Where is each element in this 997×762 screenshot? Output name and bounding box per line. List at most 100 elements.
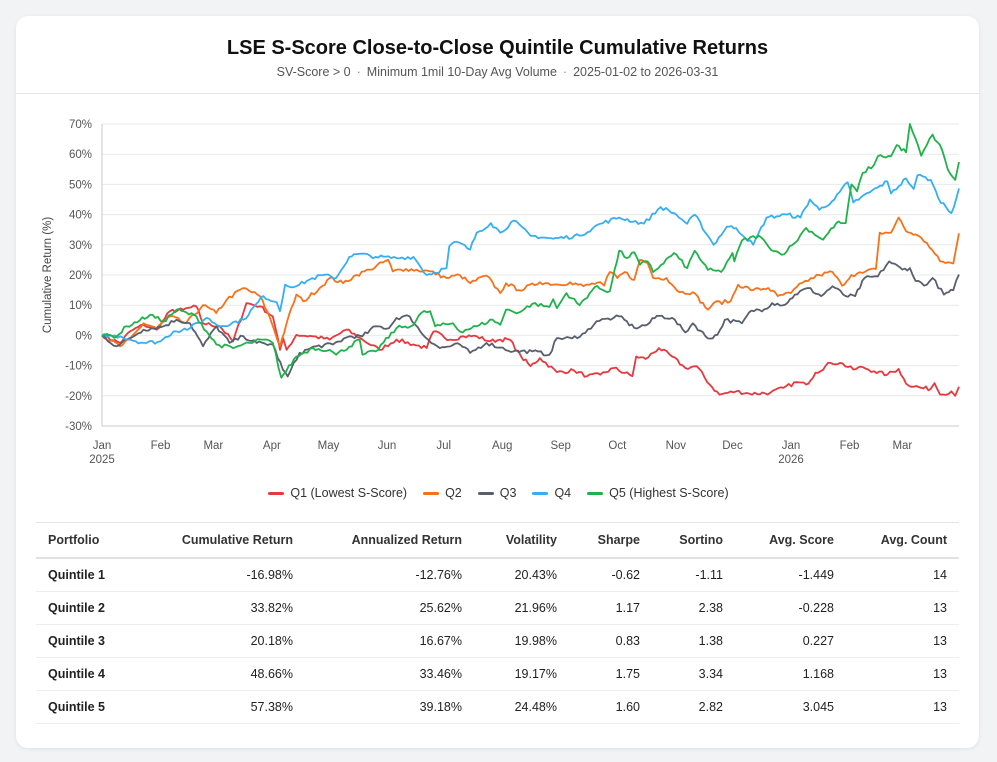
legend-item-q2[interactable]: Q2 (423, 486, 462, 500)
legend-label: Q2 (445, 486, 462, 500)
table-header-row: Portfolio Cumulative Return Annualized Ret… (36, 522, 959, 559)
series-line-q4 (101, 173, 960, 345)
legend-item-q4[interactable]: Q4 (532, 486, 571, 500)
legend-swatch (268, 491, 285, 495)
table-row: Quintile 1 -16.98% -12.76% 20.43% -0.62 -1.11… (36, 558, 959, 592)
table-cell: 1.17 (569, 591, 652, 625)
y-tick-label: 40% (69, 210, 92, 222)
column-header: Avg. Score (735, 522, 846, 559)
chart-title: LSE S-Score Close-to-Close Quintile Cumu… (226, 37, 769, 59)
x-tick-year-label: 2025 (89, 454, 115, 466)
x-tick-label: Mar (892, 440, 912, 452)
table-cell: 1.168 (735, 657, 846, 691)
portfolio-name: Quintile 2 (36, 591, 156, 625)
table-cell: 19.17% (474, 657, 569, 691)
table-row: Quintile 3 20.18% 16.67% 19.98% 0.83 1.38 0.22… (36, 624, 959, 658)
y-tick-label: -20% (65, 391, 92, 403)
column-header: Annualized Return (305, 522, 474, 559)
table-cell: 48.66% (156, 657, 305, 691)
x-tick-label: Dec (722, 440, 743, 452)
x-tick-year-label: 2026 (778, 454, 804, 466)
table-cell: 0.83 (569, 624, 652, 658)
legend-label: Q3 (499, 486, 517, 500)
series-line-q3 (101, 260, 960, 378)
table-cell: 16.67% (305, 624, 474, 658)
y-tick-label: 30% (69, 240, 92, 252)
table-cell: 20.43% (474, 558, 569, 592)
portfolio-name: Quintile 3 (36, 624, 156, 658)
column-header: Sharpe (569, 522, 652, 559)
y-tick-label: -10% (65, 361, 92, 373)
table-cell: 33.82% (156, 591, 305, 625)
table-cell: 20.18% (156, 624, 305, 658)
x-tick-label: Apr (263, 440, 281, 452)
column-header: Volatility (474, 522, 569, 559)
subtitle-separator: · (562, 65, 568, 79)
legend-label: Q5 (Highest S-Score) (609, 486, 729, 500)
portfolio-name: Quintile 5 (36, 690, 156, 724)
table-cell: 2.82 (652, 690, 735, 724)
legend-swatch (477, 491, 494, 495)
legend-swatch (587, 491, 604, 495)
series-line-q5 (101, 123, 960, 379)
table-cell: 33.46% (305, 657, 474, 691)
y-tick-label: 20% (69, 270, 92, 282)
subtitle-filter: SV-Score > 0 (276, 65, 351, 79)
legend-item-q3[interactable]: Q3 (477, 486, 517, 500)
subtitle-volume: Minimum 1mil 10-Day Avg Volume (366, 65, 557, 79)
y-tick-label: 10% (69, 300, 92, 312)
legend-swatch (532, 491, 549, 495)
table-cell: 3.045 (735, 690, 846, 724)
table-cell: 25.62% (305, 591, 474, 625)
legend-label: Q4 (554, 486, 572, 500)
x-tick-label: Jan (93, 440, 112, 452)
table-row: Quintile 2 33.82% 25.62% 21.96% 1.17 2.38 -0.2… (36, 591, 959, 625)
line-chart: 70% 60% 50% 40% 30% 20% 10% 0% -10% -20% -30% Cumul… (42, 119, 960, 466)
table-cell: 1.60 (569, 690, 652, 724)
table-cell: -16.98% (156, 558, 305, 592)
x-tick-label: Jun (378, 440, 397, 452)
table-cell: 13 (846, 624, 959, 658)
subtitle-date-range: 2025-01-02 to 2026-03-31 (573, 65, 719, 79)
y-axis-title: Cumulative Return (%) (42, 217, 54, 333)
portfolio-name: Quintile 1 (36, 558, 156, 592)
x-tick-label: Aug (492, 440, 512, 452)
y-tick-label: -30% (65, 421, 92, 433)
table-cell: -0.228 (735, 591, 846, 625)
y-tick-label: 0% (75, 330, 92, 342)
table-cell: 1.75 (569, 657, 652, 691)
series-line-q2 (101, 216, 960, 348)
x-tick-label: Nov (666, 440, 687, 452)
table-cell: -0.62 (569, 558, 652, 592)
x-tick-label: Feb (840, 440, 860, 452)
column-header: Sortino (652, 522, 735, 559)
table-cell: -1.11 (652, 558, 735, 592)
column-header: Portfolio (36, 522, 156, 559)
subtitle-separator: · (356, 65, 361, 79)
table-cell: 24.48% (474, 690, 569, 724)
table-cell: -1.449 (735, 558, 846, 592)
table-cell: 39.18% (305, 690, 474, 724)
column-header: Avg. Count (846, 522, 959, 559)
y-tick-label: 50% (69, 179, 92, 191)
legend-swatch (423, 491, 440, 495)
chart-subtitle: SV-Score > 0 · Minimum 1mil 10-Day Avg Vol… (16, 65, 979, 79)
x-tick-label: Jan (782, 440, 801, 452)
legend-item-q5[interactable]: Q5 (Highest S-Score) (587, 486, 729, 500)
table-cell: 1.38 (652, 624, 735, 658)
x-tick-label: Sep (550, 440, 570, 452)
table-cell: -12.76% (305, 558, 474, 592)
table-cell: 13 (846, 591, 959, 625)
legend-label: Q1 (Lowest S-Score) (290, 486, 408, 500)
table-cell: 0.227 (735, 624, 846, 658)
legend-item-q1[interactable]: Q1 (Lowest S-Score) (268, 486, 407, 500)
y-tick-label: 60% (69, 149, 92, 161)
portfolio-name: Quintile 4 (36, 657, 156, 691)
series-line-q1 (101, 302, 960, 397)
header-divider (16, 93, 979, 94)
table-cell: 19.98% (474, 624, 569, 658)
table-cell: 14 (846, 558, 959, 592)
table-cell: 13 (846, 657, 959, 691)
table-cell: 13 (846, 690, 959, 724)
x-tick-label: Mar (203, 440, 223, 452)
